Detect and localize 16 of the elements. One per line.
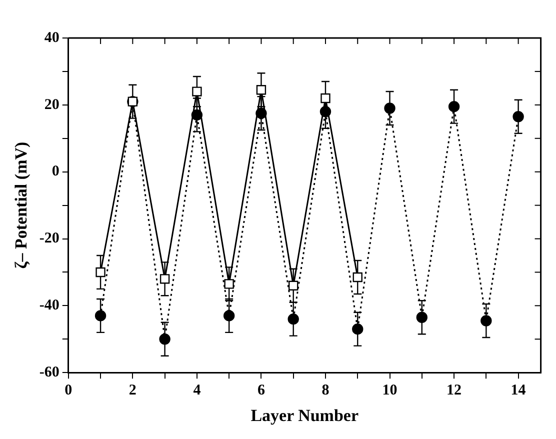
y-tick-label: -60 — [39, 364, 60, 380]
x-tick-label: 4 — [193, 382, 202, 398]
x-tick-label: 10 — [382, 382, 398, 398]
y-tick-label: 20 — [44, 96, 60, 113]
x-tick-label: 2 — [128, 382, 136, 398]
x-tick-label: 14 — [510, 382, 526, 398]
x-tick-label: 0 — [64, 382, 72, 398]
y-tick-label: -20 — [39, 230, 60, 247]
y-tick-label: 40 — [44, 30, 60, 46]
x-tick-label: 6 — [257, 382, 266, 398]
y-axis-title: ζ– Potential (mV) — [12, 142, 31, 269]
x-tick-label: 8 — [322, 382, 330, 398]
x-tick-label: 12 — [446, 382, 462, 398]
x-axis-title: Layer Number — [250, 406, 359, 426]
y-tick-label: 0 — [52, 164, 60, 180]
y-tick-label: -40 — [39, 298, 60, 314]
